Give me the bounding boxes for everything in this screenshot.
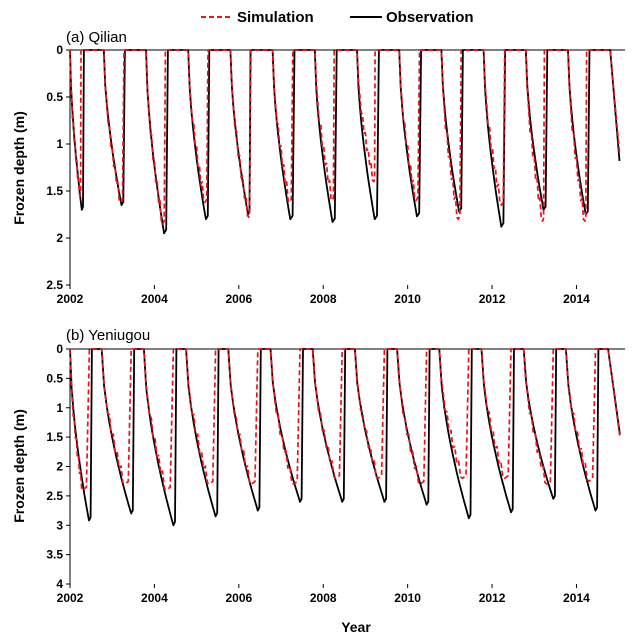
legend: Simulation Observation xyxy=(201,9,474,26)
panel-b-ytick-label: 3 xyxy=(56,518,63,532)
panel-b-ytick-label: 0.5 xyxy=(46,371,63,385)
panel-a-ytick-label: 0 xyxy=(56,43,63,57)
panel-b-xtick-label: 2010 xyxy=(394,591,421,605)
panel-a-xtick-label: 2006 xyxy=(225,292,252,306)
panel-a-title: (a) Qilian xyxy=(66,29,127,46)
panel-b-ytick-label: 0 xyxy=(56,342,63,356)
panel-b-xtick-label: 2004 xyxy=(141,591,168,605)
panel-b-ytick-label: 3.5 xyxy=(46,548,63,562)
panel-b-xlabel: Year xyxy=(341,619,371,635)
panel-b-ytick-label: 1.5 xyxy=(46,430,63,444)
panel-a-xtick-label: 2002 xyxy=(57,292,84,306)
panel-a-ytick-label: 2 xyxy=(56,231,63,245)
panel-b-ylabel: Frozen depth (m) xyxy=(11,409,27,523)
panel-a-ytick-label: 0.5 xyxy=(46,90,63,104)
panel-a-ylabel: Frozen depth (m) xyxy=(11,111,27,225)
panel-b-xtick-label: 2002 xyxy=(57,591,84,605)
panel-a-xtick-label: 2010 xyxy=(394,292,421,306)
panel-a-ytick-label: 2.5 xyxy=(46,278,63,292)
panel-b-ytick-label: 2 xyxy=(56,460,63,474)
panel-a-xtick-label: 2004 xyxy=(141,292,168,306)
panel-b-xtick-label: 2008 xyxy=(310,591,337,605)
panel-a-ytick-label: 1.5 xyxy=(46,184,63,198)
panel-a-xtick-label: 2014 xyxy=(563,292,590,306)
panel-a-ytick-label: 1 xyxy=(56,137,63,151)
legend-simulation-label: Simulation xyxy=(237,9,314,26)
legend-observation-label: Observation xyxy=(386,9,474,26)
panel-a-series xyxy=(69,49,621,235)
panel-b-ytick-label: 4 xyxy=(56,577,63,591)
panel-a-xtick-label: 2012 xyxy=(479,292,506,306)
panel-b-ytick-label: 1 xyxy=(56,401,63,415)
panel-a-series-simulation xyxy=(69,49,621,225)
panel-b-title: (b) Yeniugou xyxy=(66,327,150,344)
panel-b-xtick-label: 2014 xyxy=(563,591,590,605)
panel-b-xtick-label: 2006 xyxy=(225,591,252,605)
panel-b-series-simulation xyxy=(69,348,621,491)
panel-a-xtick-label: 2008 xyxy=(310,292,337,306)
panel-b-ytick-label: 2.5 xyxy=(46,489,63,503)
panel-qilian: (a) Qilian Frozen depth (m) 0 0.5 1 1.5 2 2.5… xyxy=(11,29,625,306)
panel-b-xtick-label: 2012 xyxy=(479,591,506,605)
panel-yeniugou: (b) Yeniugou Frozen depth (m) 0 0.5 1 1.5 2 2… xyxy=(11,327,625,635)
panel-b-series xyxy=(69,348,621,527)
